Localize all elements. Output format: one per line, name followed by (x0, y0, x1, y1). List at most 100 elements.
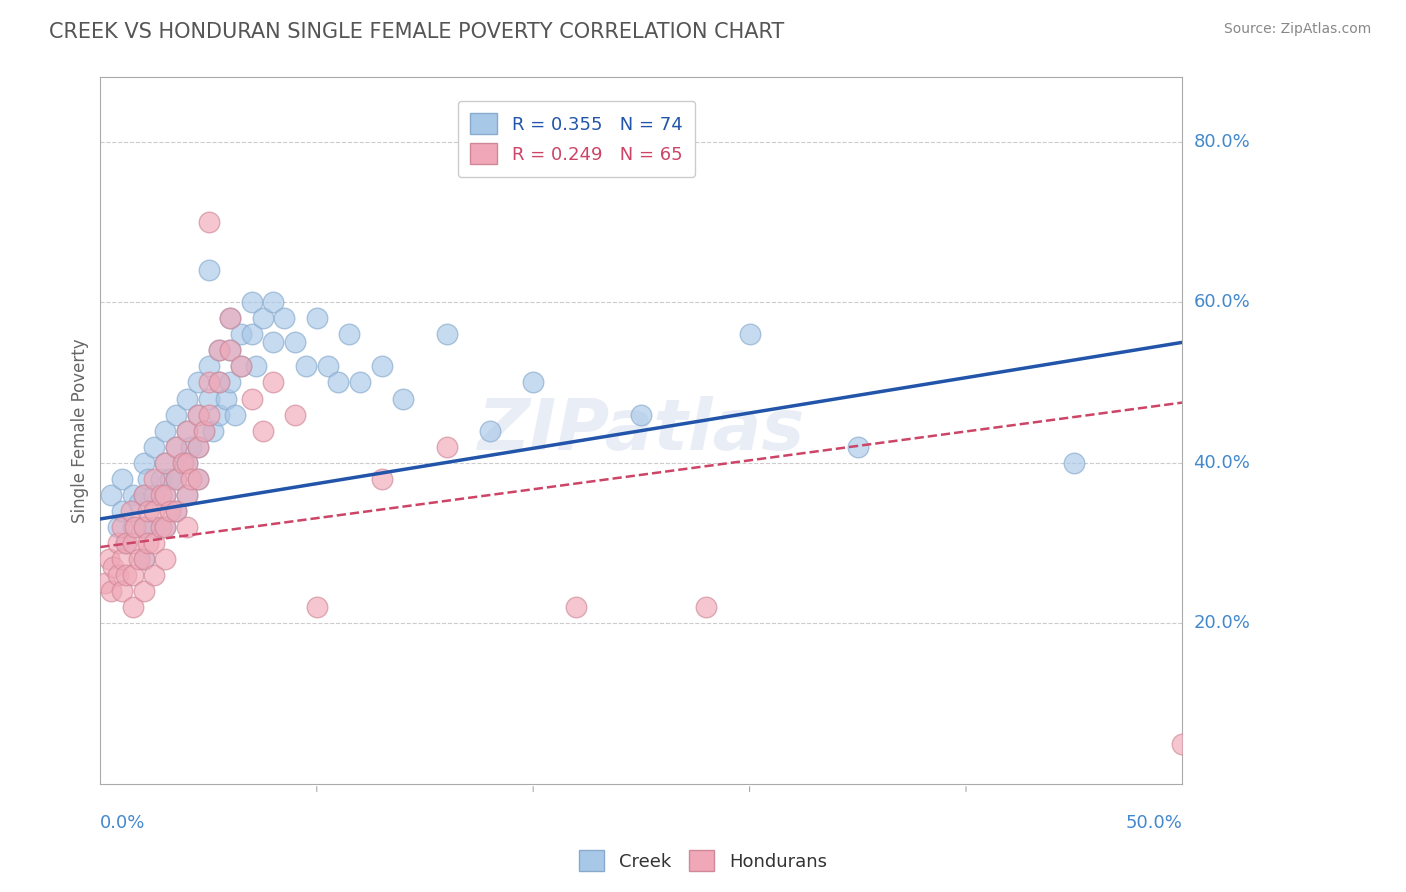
Point (370, 359, 392, 374)
Legend: R = 0.355   N = 74, R = 0.249   N = 65: R = 0.355 N = 74, R = 0.249 N = 65 (458, 101, 695, 177)
Point (128, 552, 150, 566)
Point (149, 488, 172, 502)
Point (143, 568, 166, 582)
Point (115, 568, 138, 582)
Point (115, 536, 138, 550)
Point (349, 376, 371, 390)
Point (197, 408, 219, 422)
Point (305, 600, 328, 615)
Point (219, 311, 242, 326)
Point (100, 584, 122, 599)
Point (630, 408, 652, 422)
Point (143, 440, 166, 454)
Point (136, 504, 159, 518)
Y-axis label: Single Female Poverty: Single Female Poverty (72, 338, 89, 523)
Text: 40.0%: 40.0% (1194, 454, 1250, 472)
Point (176, 488, 198, 502)
Point (478, 424, 501, 438)
Point (176, 520, 198, 534)
Point (103, 560, 125, 574)
Point (180, 472, 202, 486)
Point (172, 456, 194, 470)
Point (143, 504, 166, 518)
Point (187, 440, 209, 454)
Point (132, 584, 155, 599)
Point (284, 335, 307, 350)
Text: CREEK VS HONDURAN SINGLE FEMALE POVERTY CORRELATION CHART: CREEK VS HONDURAN SINGLE FEMALE POVERTY … (49, 22, 785, 42)
Point (111, 520, 134, 534)
Point (121, 520, 143, 534)
Point (111, 552, 134, 566)
Point (229, 359, 252, 374)
Point (124, 520, 146, 534)
Point (1063, 456, 1085, 470)
Point (155, 552, 177, 566)
Point (165, 440, 187, 454)
Point (565, 600, 588, 615)
Point (121, 488, 143, 502)
Point (149, 520, 172, 534)
Point (159, 504, 181, 518)
Point (143, 520, 166, 534)
Point (143, 488, 166, 502)
Point (120, 504, 142, 518)
Point (263, 335, 285, 350)
Point (132, 520, 155, 534)
Point (187, 440, 209, 454)
Point (197, 263, 219, 277)
Point (180, 440, 202, 454)
Point (111, 472, 134, 486)
Point (252, 424, 274, 438)
Point (100, 488, 122, 502)
Point (1171, 737, 1194, 751)
Point (252, 311, 274, 326)
Point (107, 568, 129, 582)
Point (165, 472, 187, 486)
Point (165, 440, 187, 454)
Point (176, 456, 198, 470)
Point (208, 343, 231, 358)
Point (165, 472, 187, 486)
Point (128, 496, 150, 510)
Point (176, 424, 198, 438)
Text: ZIPatlas: ZIPatlas (478, 396, 806, 465)
Point (219, 376, 242, 390)
Point (121, 568, 143, 582)
Point (197, 392, 219, 406)
Point (695, 600, 717, 615)
Point (132, 456, 155, 470)
Point (111, 504, 134, 518)
Text: 0.0%: 0.0% (100, 814, 146, 832)
Point (143, 536, 166, 550)
Point (121, 536, 143, 550)
Point (155, 520, 177, 534)
Point (187, 472, 209, 486)
Text: 50.0%: 50.0% (1126, 814, 1182, 832)
Point (155, 456, 177, 470)
Point (193, 424, 215, 438)
Point (165, 408, 187, 422)
Point (155, 456, 177, 470)
Point (155, 488, 177, 502)
Point (98, 552, 121, 566)
Point (121, 600, 143, 615)
Point (219, 343, 242, 358)
Point (172, 456, 194, 470)
Text: 80.0%: 80.0% (1194, 133, 1250, 151)
Point (107, 536, 129, 550)
Point (136, 472, 159, 486)
Point (208, 408, 231, 422)
Point (263, 376, 285, 390)
Point (143, 472, 166, 486)
Point (176, 456, 198, 470)
Point (208, 376, 231, 390)
Point (93, 576, 115, 591)
Point (187, 408, 209, 422)
Point (392, 392, 415, 406)
Point (316, 359, 339, 374)
Point (155, 488, 177, 502)
Point (337, 327, 360, 342)
Point (229, 359, 252, 374)
Point (132, 552, 155, 566)
Point (197, 376, 219, 390)
